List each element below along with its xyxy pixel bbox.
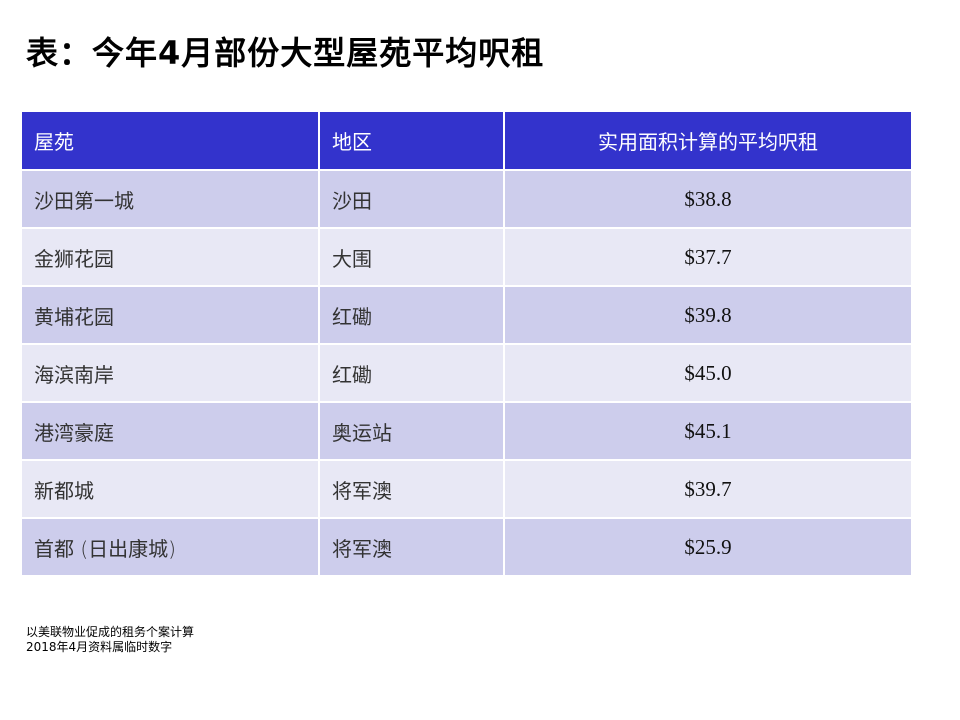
estate-cell: 海滨南岸 <box>20 343 320 403</box>
footnote-source: 以美联物业促成的租务个案计算 <box>26 625 195 639</box>
district-cell: 大围 <box>318 227 505 287</box>
footnote-provisional: 2018年4月资料属临时数字 <box>26 640 173 654</box>
rent-cell: $39.7 <box>503 459 913 519</box>
table-row: 黄埔花园 红磡 $39.8 <box>20 285 913 345</box>
district-cell: 奥运站 <box>318 401 505 461</box>
district-cell: 沙田 <box>318 169 505 229</box>
rent-cell: $25.9 <box>503 517 913 577</box>
estate-cell: 首都 (日出康城) <box>20 517 320 577</box>
header-district: 地区 <box>318 110 505 171</box>
rent-cell: $45.1 <box>503 401 913 461</box>
rent-cell: $38.8 <box>503 169 913 229</box>
district-cell: 将军澳 <box>318 517 505 577</box>
page-title: 表：今年4月部份大型屋苑平均呎租 <box>26 34 545 72</box>
rent-cell: $39.8 <box>503 285 913 345</box>
district-cell: 将军澳 <box>318 459 505 519</box>
estate-cell: 金狮花园 <box>20 227 320 287</box>
header-avg-rent: 实用面积计算的平均呎租 <box>503 110 913 171</box>
table-row: 首都 (日出康城) 将军澳 $25.9 <box>20 517 913 577</box>
estate-cell: 新都城 <box>20 459 320 519</box>
table-row: 金狮花园 大围 $37.7 <box>20 227 913 287</box>
footnotes: 以美联物业促成的租务个案计算 2018年4月资料属临时数字 <box>26 625 194 655</box>
header-estate: 屋苑 <box>20 110 320 171</box>
table-row: 海滨南岸 红磡 $45.0 <box>20 343 913 403</box>
rent-cell: $37.7 <box>503 227 913 287</box>
table-header-row: 屋苑 地区 实用面积计算的平均呎租 <box>20 110 913 171</box>
estate-cell: 沙田第一城 <box>20 169 320 229</box>
estate-cell: 黄埔花园 <box>20 285 320 345</box>
table-row: 沙田第一城 沙田 $38.8 <box>20 169 913 229</box>
estate-cell: 港湾豪庭 <box>20 401 320 461</box>
table-row: 港湾豪庭 奥运站 $45.1 <box>20 401 913 461</box>
district-cell: 红磡 <box>318 285 505 345</box>
district-cell: 红磡 <box>318 343 505 403</box>
table-row: 新都城 将军澳 $39.7 <box>20 459 913 519</box>
rent-cell: $45.0 <box>503 343 913 403</box>
rent-table: 屋苑 地区 实用面积计算的平均呎租 沙田第一城 沙田 $38.8 金狮花园 大围… <box>20 110 913 577</box>
